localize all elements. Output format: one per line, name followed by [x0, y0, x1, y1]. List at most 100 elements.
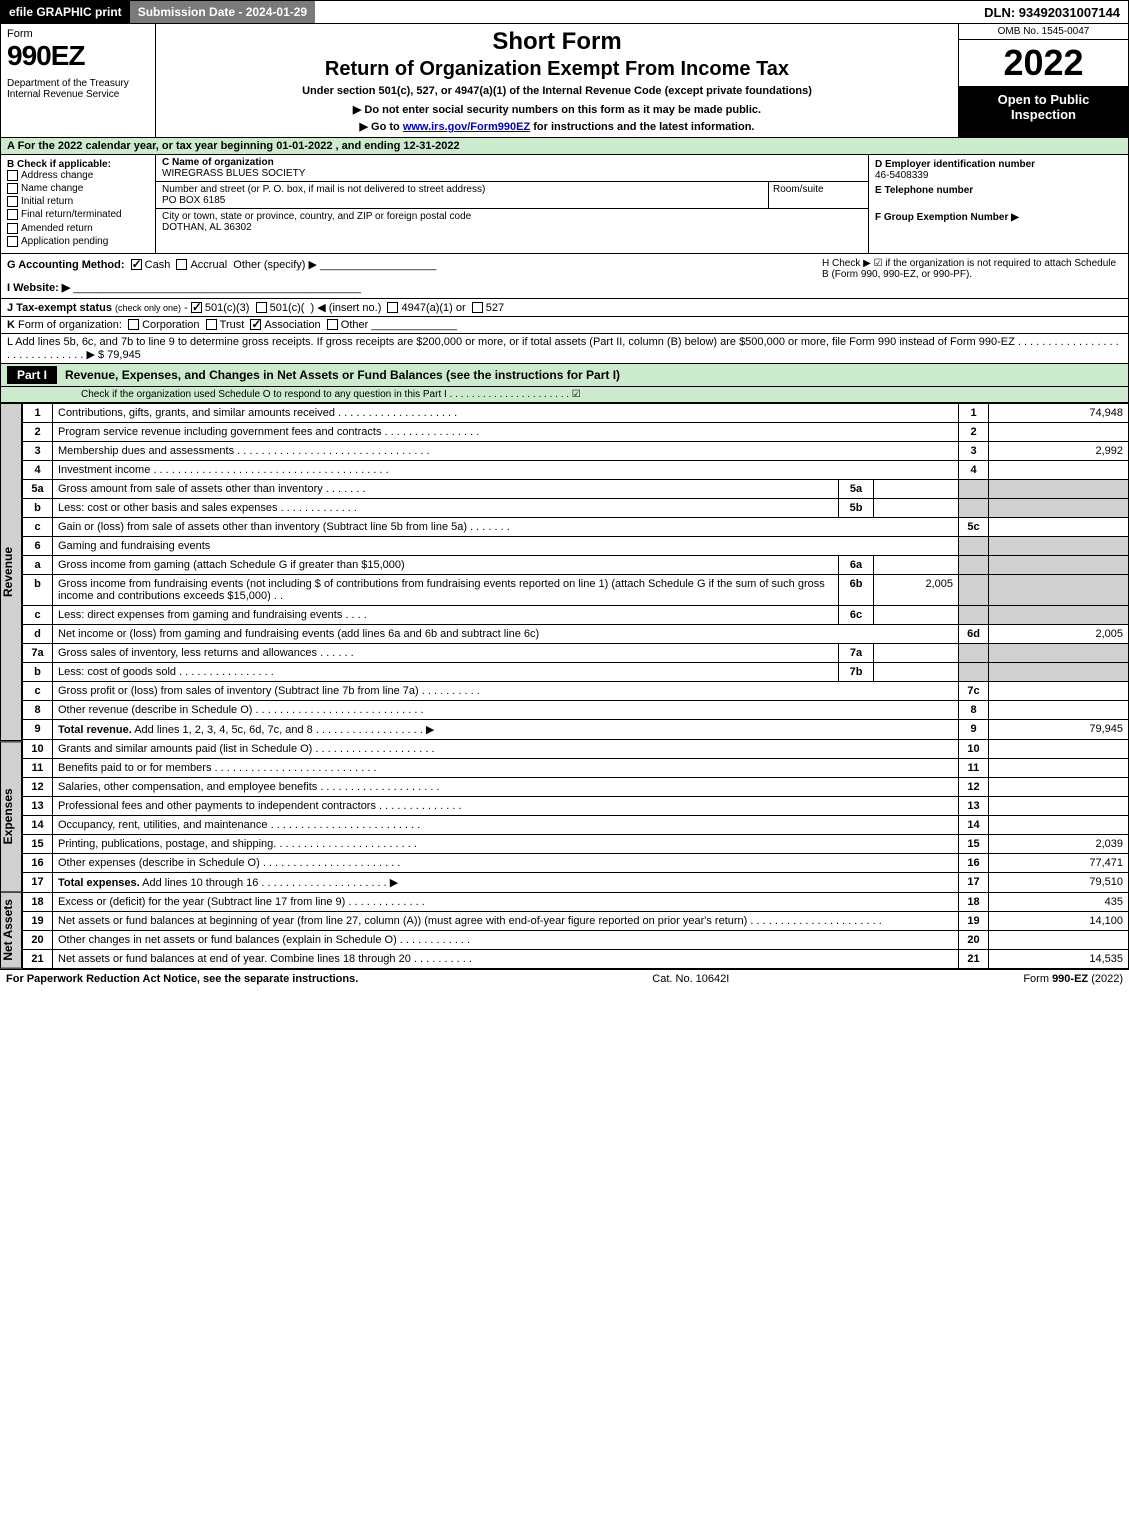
cb-name-change[interactable]: Name change [7, 183, 149, 194]
sidebar-netassets: Net Assets [0, 892, 22, 969]
l6b-num: b [23, 574, 53, 605]
l7c-num: c [23, 681, 53, 700]
cb-corp[interactable] [128, 319, 139, 330]
l6b-rn [959, 574, 989, 605]
cb-accrual[interactable] [176, 259, 187, 270]
efile-button[interactable]: efile GRAPHIC print [1, 1, 130, 23]
line-9: 9Total revenue. Add lines 1, 2, 3, 4, 5c… [23, 719, 1129, 739]
l7a-ma [874, 643, 959, 662]
open-inspection: Open to Public Inspection [959, 86, 1128, 137]
l15-text: Printing, publications, postage, and shi… [53, 834, 959, 853]
l5c-num: c [23, 517, 53, 536]
cb-final-return[interactable]: Final return/terminated [7, 209, 149, 220]
l6b-amt [989, 574, 1129, 605]
line-20: 20Other changes in net assets or fund ba… [23, 930, 1129, 949]
l6b-ma: 2,005 [874, 574, 959, 605]
line-18: 18Excess or (deficit) for the year (Subt… [23, 892, 1129, 911]
l11-num: 11 [23, 758, 53, 777]
l11-text: Benefits paid to or for members . . . . … [53, 758, 959, 777]
l5c-text: Gain or (loss) from sale of assets other… [53, 517, 959, 536]
l21-rn: 21 [959, 949, 989, 968]
l21-num: 21 [23, 949, 53, 968]
short-form-title: Short Form [160, 28, 954, 56]
l2-num: 2 [23, 422, 53, 441]
header-right: OMB No. 1545-0047 2022 Open to Public In… [958, 24, 1128, 137]
cb-address-change[interactable]: Address change [7, 170, 149, 181]
l21-amt: 14,535 [989, 949, 1129, 968]
l1-rn: 1 [959, 403, 989, 422]
cb-other[interactable] [327, 319, 338, 330]
cb-501c[interactable] [256, 302, 267, 313]
l18-text: Excess or (deficit) for the year (Subtra… [53, 892, 959, 911]
l8-text: Other revenue (describe in Schedule O) .… [53, 700, 959, 719]
street-row: Number and street (or P. O. box, if mail… [156, 182, 868, 209]
l9-text: Total revenue. Add lines 1, 2, 3, 4, 5c,… [53, 719, 959, 739]
line-2: 2Program service revenue including gover… [23, 422, 1129, 441]
l6a-ma [874, 555, 959, 574]
line-19: 19Net assets or fund balances at beginni… [23, 911, 1129, 930]
row-g: G Accounting Method: Cash Accrual Other … [0, 254, 1129, 299]
cb-address-change-label: Address change [21, 170, 93, 181]
line-7c: cGross profit or (loss) from sales of in… [23, 681, 1129, 700]
l7b-num: b [23, 662, 53, 681]
header-left: Form 990EZ Department of the Treasury In… [1, 24, 156, 137]
l6-amt [989, 536, 1129, 555]
sidebar-expenses: Expenses [0, 741, 22, 892]
cb-527[interactable] [472, 302, 483, 313]
l5a-num: 5a [23, 479, 53, 498]
cb-initial-return[interactable]: Initial return [7, 196, 149, 207]
l7c-rn: 7c [959, 681, 989, 700]
cb-cash[interactable] [131, 259, 142, 270]
section-b: B Check if applicable: Address change Na… [1, 155, 156, 253]
l17-amt: 79,510 [989, 872, 1129, 892]
cb-application-pending[interactable]: Application pending [7, 236, 149, 247]
cb-assoc[interactable] [250, 319, 261, 330]
l15-num: 15 [23, 834, 53, 853]
l6c-num: c [23, 605, 53, 624]
l4-num: 4 [23, 460, 53, 479]
line-10: 10Grants and similar amounts paid (list … [23, 739, 1129, 758]
city-label: City or town, state or province, country… [162, 211, 471, 222]
line-11: 11Benefits paid to or for members . . . … [23, 758, 1129, 777]
l7c-text: Gross profit or (loss) from sales of inv… [53, 681, 959, 700]
irs-link[interactable]: www.irs.gov/Form990EZ [403, 121, 530, 133]
l6b-mn: 6b [839, 574, 874, 605]
l9-num: 9 [23, 719, 53, 739]
org-name-row: C Name of organization WIREGRASS BLUES S… [156, 155, 868, 182]
row-a-tax-year: A For the 2022 calendar year, or tax yea… [0, 138, 1129, 155]
l6a-text: Gross income from gaming (attach Schedul… [53, 555, 839, 574]
form-label: Form [7, 28, 149, 40]
l7b-mn: 7b [839, 662, 874, 681]
ein-label: D Employer identification number [875, 159, 1122, 170]
l3-rn: 3 [959, 441, 989, 460]
l5a-amt [989, 479, 1129, 498]
l5a-rn [959, 479, 989, 498]
l7a-amt [989, 643, 1129, 662]
l3-text: Membership dues and assessments . . . . … [53, 441, 959, 460]
l5b-mn: 5b [839, 498, 874, 517]
lines-table: 1Contributions, gifts, grants, and simil… [22, 403, 1129, 969]
dln: DLN: 93492031007144 [984, 5, 1128, 20]
l3-num: 3 [23, 441, 53, 460]
l5c-rn: 5c [959, 517, 989, 536]
l6c-text: Less: direct expenses from gaming and fu… [53, 605, 839, 624]
line-6a: aGross income from gaming (attach Schedu… [23, 555, 1129, 574]
line-13: 13Professional fees and other payments t… [23, 796, 1129, 815]
l7b-rn [959, 662, 989, 681]
l9-rn: 9 [959, 719, 989, 739]
l15-amt: 2,039 [989, 834, 1129, 853]
l7b-amt [989, 662, 1129, 681]
cb-trust[interactable] [206, 319, 217, 330]
l6c-amt [989, 605, 1129, 624]
street-label: Number and street (or P. O. box, if mail… [162, 184, 485, 195]
l5b-ma [874, 498, 959, 517]
l18-amt: 435 [989, 892, 1129, 911]
l13-num: 13 [23, 796, 53, 815]
l21-text: Net assets or fund balances at end of ye… [53, 949, 959, 968]
cb-amended-return[interactable]: Amended return [7, 223, 149, 234]
cb-501c3[interactable] [191, 302, 202, 313]
l12-text: Salaries, other compensation, and employ… [53, 777, 959, 796]
l5b-amt [989, 498, 1129, 517]
footer-center: Cat. No. 10642I [652, 973, 729, 985]
cb-4947[interactable] [387, 302, 398, 313]
